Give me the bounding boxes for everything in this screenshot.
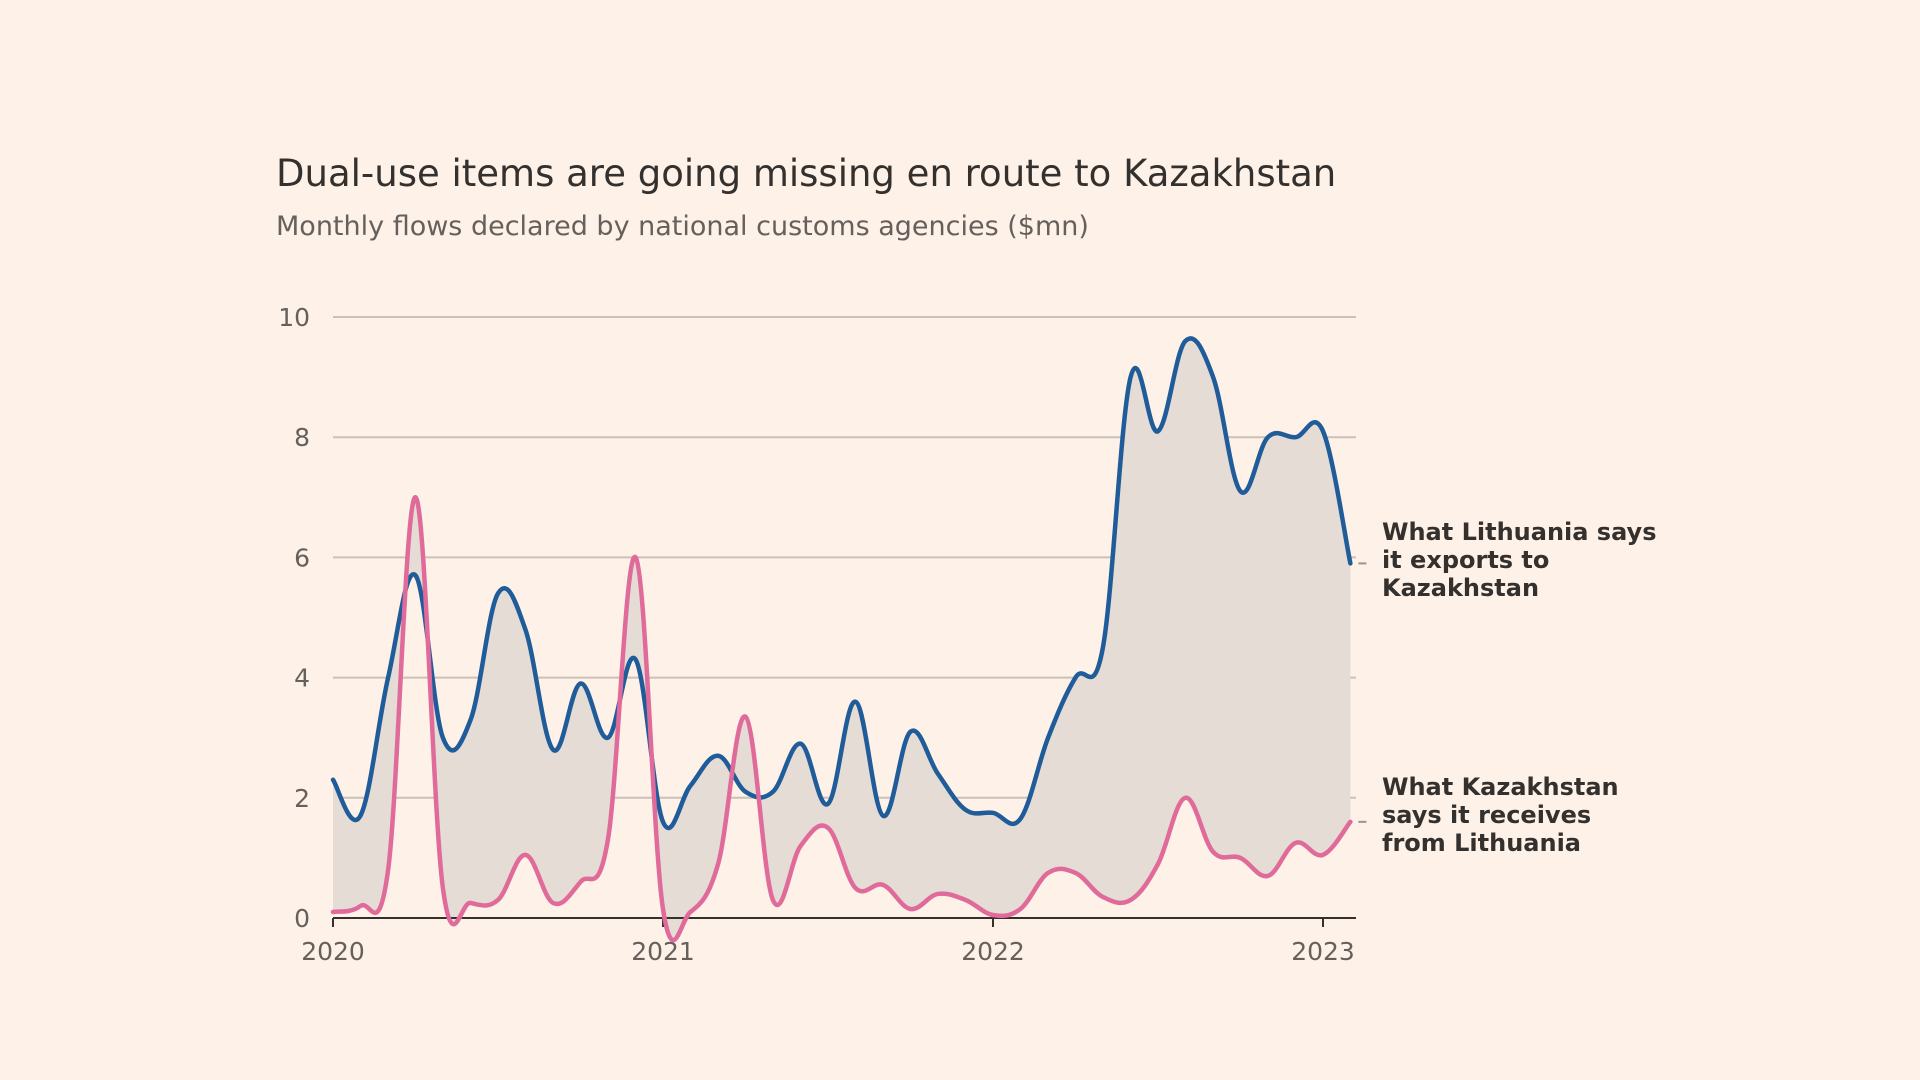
annotation-label-kazakhstan-line-1: What Kazakhstan — [1382, 773, 1619, 801]
gap-area-layer — [333, 338, 1351, 941]
annotation-label-kazakhstan-line-2: says it receives — [1382, 801, 1591, 829]
chart-title: Dual-use items are going missing en rout… — [276, 152, 1337, 195]
annotation-label-lithuania-line-3: Kazakhstan — [1382, 574, 1539, 602]
annotation-label-lithuania-line-1: What Lithuania says — [1382, 518, 1656, 546]
y-tick-label-8: 8 — [294, 423, 310, 452]
y-tick-label-6: 6 — [294, 543, 310, 572]
y-tick-label-2: 2 — [294, 784, 310, 813]
chart-subtitle: Monthly flows declared by national custo… — [276, 211, 1089, 242]
x-tick-label-2022: 2022 — [961, 937, 1025, 966]
x-tick-label-2023: 2023 — [1291, 937, 1355, 966]
y-tick-label-10: 10 — [278, 303, 310, 332]
annotation-label-kazakhstan-line-3: from Lithuania — [1382, 829, 1581, 857]
axes: 0 2 4 6 8 10 2020 2021 2022 2023 — [278, 303, 1356, 966]
series-line-lithuania — [330, 336, 1353, 831]
series-lines — [330, 336, 1353, 943]
gap-area — [333, 338, 1351, 941]
y-tick-label-0: 0 — [294, 904, 310, 933]
annotation-label-lithuania-line-2: it exports to — [1382, 546, 1549, 574]
series-line-kazakhstan — [330, 495, 1353, 943]
y-tick-label-4: 4 — [294, 664, 310, 693]
x-tick-label-2020: 2020 — [301, 937, 365, 966]
x-tick-label-2021: 2021 — [631, 937, 695, 966]
